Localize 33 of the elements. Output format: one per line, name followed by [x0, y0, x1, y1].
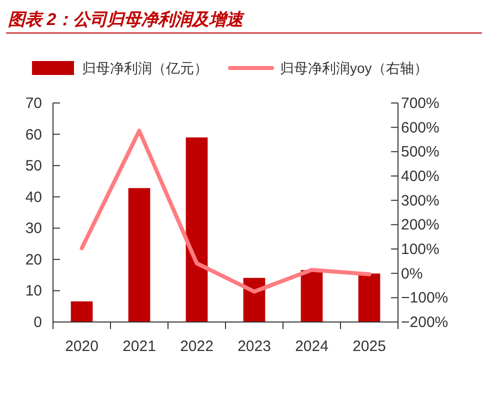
bar: [300, 270, 323, 322]
x-tick-label: 2024: [295, 338, 328, 355]
y2-tick-label: 0%: [401, 265, 423, 282]
x-tick-label: 2021: [122, 338, 156, 355]
x-tick-label: 2022: [180, 338, 214, 355]
y2-tick-label: 700%: [401, 95, 440, 112]
x-tick-label: 2023: [238, 338, 271, 355]
y2-tick-label: 100%: [401, 241, 440, 258]
bar: [70, 301, 93, 322]
x-tick-label: 2025: [352, 338, 386, 355]
y-tick-label: 30: [25, 220, 42, 238]
y2-tick-label: 300%: [401, 192, 440, 210]
y2-tick-label: 500%: [401, 144, 440, 161]
y2-tick-label: 200%: [401, 216, 440, 234]
y-tick-label: 10: [25, 282, 42, 300]
y2-tick-label: −200%: [401, 314, 448, 331]
bar: [128, 188, 150, 322]
y-tick-label: 60: [25, 126, 42, 144]
line-series: [80, 128, 372, 294]
chart-title: 图表 2：公司归母净利润及增速: [8, 10, 246, 29]
y-tick-label: 0: [34, 314, 42, 331]
legend-label: 归母净利润yoy（右轴）: [280, 60, 428, 76]
y-tick-label: 50: [25, 158, 42, 175]
y-tick-label: 70: [25, 95, 42, 112]
y2-tick-label: 400%: [401, 168, 440, 185]
bar: [186, 137, 208, 322]
y2-tick-label: −100%: [401, 290, 448, 307]
y2-tick-label: 600%: [401, 119, 440, 136]
legend-label: 归母净利润（亿元）: [82, 60, 208, 76]
y-tick-label: 20: [25, 251, 42, 268]
x-tick-label: 2020: [65, 338, 98, 355]
bar: [358, 274, 380, 322]
y-tick-label: 40: [25, 188, 42, 206]
